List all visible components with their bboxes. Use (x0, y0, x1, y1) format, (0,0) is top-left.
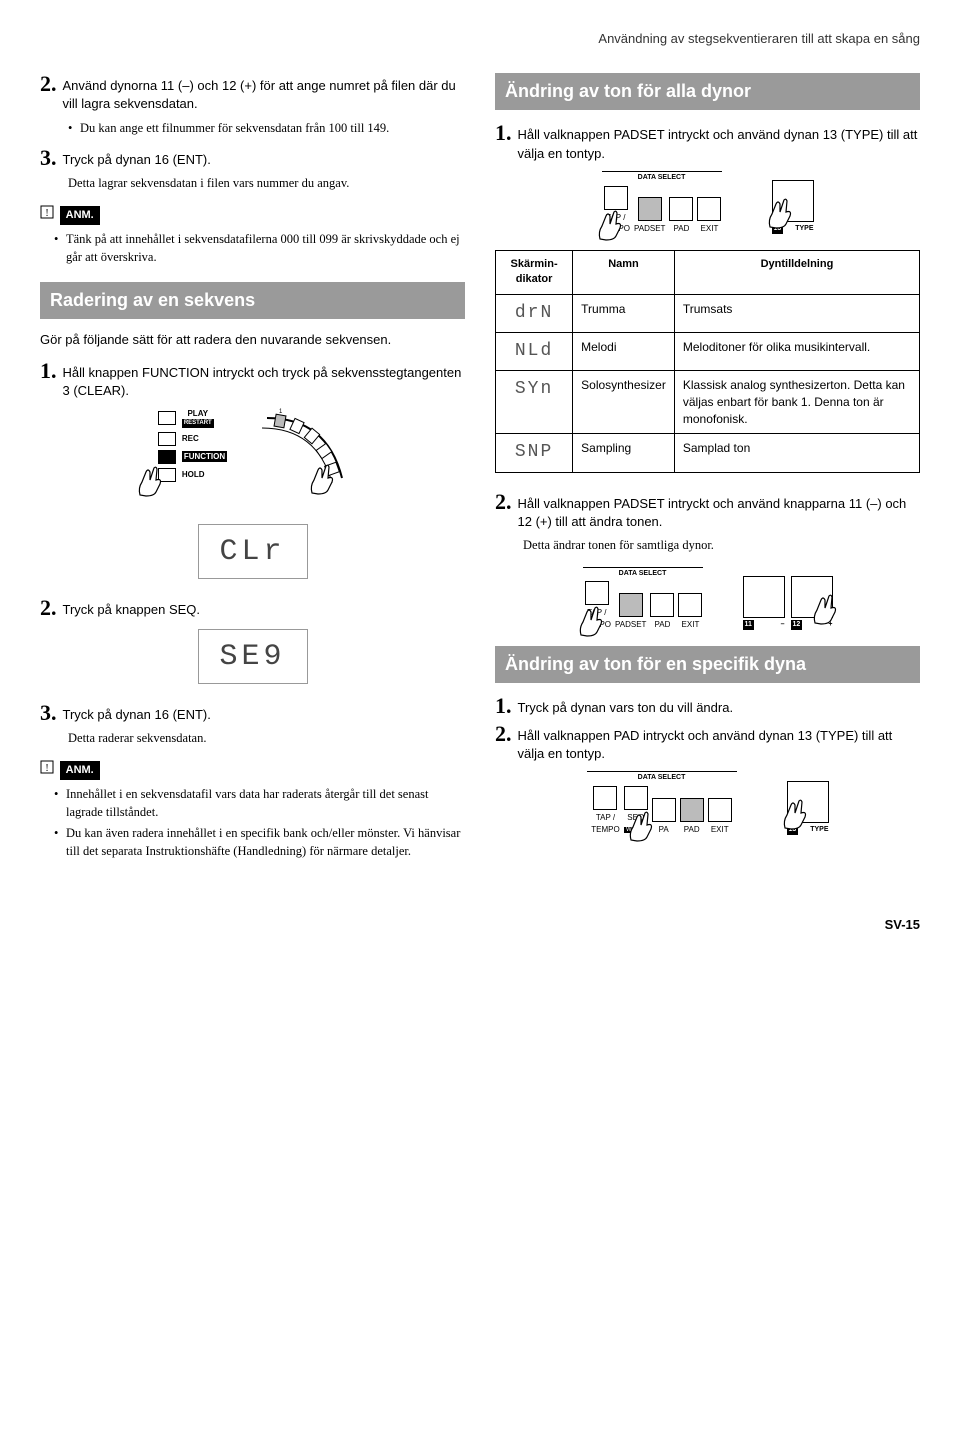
anm-badge: ANM. (60, 206, 100, 225)
step-text: Håll knappen FUNCTION intryckt och tryck… (63, 360, 466, 400)
note-icon: ! (40, 205, 54, 224)
anm1-bullets: Tänk på att innehållet i sekvensdatafile… (54, 231, 465, 266)
svg-text:1: 1 (279, 409, 283, 415)
step-text: Håll valknappen PADSET intryckt och anvä… (518, 491, 921, 531)
bullet-item: Tänk på att innehållet i sekvensdatafile… (54, 231, 465, 266)
alla-step-2: 2. Håll valknappen PADSET intryckt och a… (495, 491, 920, 531)
astep2-note: Detta ändrar tonen för samtliga dynor. (523, 537, 920, 555)
arc-keys-icon: 1 (257, 408, 347, 508)
radering-step-1: 1. Håll knappen FUNCTION intryckt och tr… (40, 360, 465, 400)
table-header: Dyntilldelning (674, 250, 919, 294)
play-button-stack: PLAYRESTART REC FUNCTION HOLD (158, 408, 227, 486)
step-number: 2. (40, 73, 57, 95)
alla-step-1: 1. Håll valknappen PADSET intryckt och a… (495, 122, 920, 162)
left-step-2: 2. Använd dynorna 11 (–) och 12 (+) för … (40, 73, 465, 113)
step-number: 2. (40, 597, 57, 619)
step-number: 2. (495, 491, 512, 513)
radering-intro: Gör på följande sätt för att radera den … (40, 331, 465, 349)
lcd-seq: SE9 (198, 629, 308, 684)
left-step-3: 3. Tryck på dynan 16 (ENT). (40, 147, 465, 169)
table-row: drN Trumma Trumsats (496, 294, 920, 332)
hand-icon (807, 588, 847, 628)
table-header: Namn (573, 250, 675, 294)
anm-block-1: ! ANM. (40, 205, 465, 231)
step-number: 1. (495, 122, 512, 144)
svg-text:!: ! (45, 208, 48, 219)
hand-icon (132, 460, 172, 500)
bullet-item: Du kan även radera innehållet i en speci… (54, 825, 465, 860)
section-alla-dynor: Ändring av ton för alla dynor (495, 73, 920, 110)
lcd-clr: CLr (198, 524, 308, 579)
padset-diagram-1: DATA SELECT TAP /TEMPO PADSET PAD EXIT 1… (495, 171, 920, 234)
step-number: 3. (40, 147, 57, 169)
padset-diagram-2: DATA SELECT TAP /TEMPO PADSET PAD EXIT (495, 567, 920, 630)
page-header: Användning av stegsekventieraren till at… (40, 30, 920, 48)
hand-icon (762, 192, 802, 232)
step-text: Tryck på dynan 16 (ENT). (63, 147, 211, 169)
svg-text:!: ! (45, 763, 48, 774)
hand-icon (777, 793, 817, 833)
anm-badge: ANM. (60, 761, 100, 780)
hand-icon (573, 600, 613, 640)
function-diagram: PLAYRESTART REC FUNCTION HOLD (40, 408, 465, 508)
radering-step-2: 2. Tryck på knappen SEQ. (40, 597, 465, 619)
right-column: Ändring av ton för alla dynor 1. Håll va… (495, 73, 920, 876)
step-text: Tryck på knappen SEQ. (63, 597, 201, 619)
step-text: Tryck på dynan vars ton du vill ändra. (518, 695, 734, 717)
hand-icon (623, 805, 663, 845)
step2-bullets: Du kan ange ett filnummer för sekvensdat… (68, 120, 465, 138)
left-column: 2. Använd dynorna 11 (–) och 12 (+) för … (40, 73, 465, 876)
main-columns: 2. Använd dynorna 11 (–) och 12 (+) för … (40, 73, 920, 876)
rstep3-note: Detta raderar sekvensdatan. (68, 730, 465, 748)
step-text: Håll valknappen PADSET intryckt och anvä… (518, 122, 921, 162)
step-text: Tryck på dynan 16 (ENT). (63, 702, 211, 724)
specifik-step-2: 2. Håll valknappen PAD intryckt och anvä… (495, 723, 920, 763)
step-number: 1. (40, 360, 57, 382)
note-icon: ! (40, 760, 54, 779)
step-text: Använd dynorna 11 (–) och 12 (+) för att… (63, 73, 466, 113)
hand-icon (592, 204, 632, 244)
page-number: SV-15 (40, 916, 920, 934)
table-header: Skärmin-dikator (496, 250, 573, 294)
section-radering: Radering av en sekvens (40, 282, 465, 319)
table-row: SNP Sampling Samplad ton (496, 434, 920, 472)
table-row: SYn Solosynthesizer Klassisk analog synt… (496, 371, 920, 434)
step-number: 3. (40, 702, 57, 724)
tone-table: Skärmin-dikator Namn Dyntilldelning drN … (495, 250, 920, 473)
section-specifik-dyna: Ändring av ton för en specifik dyna (495, 646, 920, 683)
step-number: 1. (495, 695, 512, 717)
anm-block-2: ! ANM. (40, 760, 465, 786)
step-number: 2. (495, 723, 512, 745)
step3-note: Detta lagrar sekvensdatan i filen vars n… (68, 175, 465, 193)
anm2-bullets: Innehållet i en sekvensdatafil vars data… (54, 786, 465, 860)
bullet-item: Du kan ange ett filnummer för sekvensdat… (68, 120, 465, 138)
pad-diagram-3: DATA SELECT TAP /TEMPO SEQWRITE PA PAD E… (495, 771, 920, 834)
table-row: NLd Melodi Meloditoner för olika musikin… (496, 332, 920, 370)
specifik-step-1: 1. Tryck på dynan vars ton du vill ändra… (495, 695, 920, 717)
radering-step-3: 3. Tryck på dynan 16 (ENT). (40, 702, 465, 724)
step-text: Håll valknappen PAD intryckt och använd … (518, 723, 921, 763)
bullet-item: Innehållet i en sekvensdatafil vars data… (54, 786, 465, 821)
